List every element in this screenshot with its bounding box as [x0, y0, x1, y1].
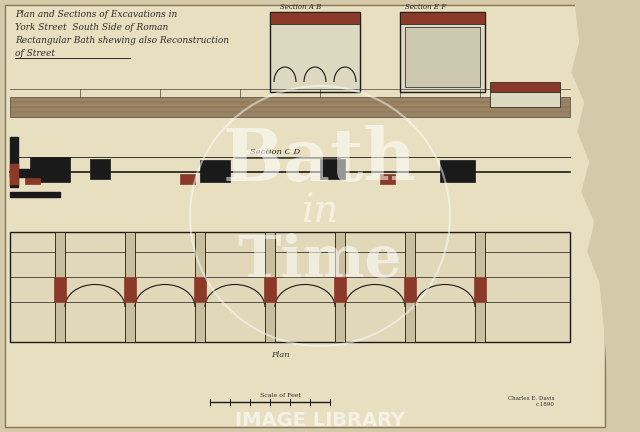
- Bar: [490, 92, 560, 107]
- Bar: [125, 232, 135, 342]
- Bar: [194, 277, 206, 302]
- Bar: [334, 277, 346, 302]
- Text: Scale of Feet: Scale of Feet: [260, 393, 300, 398]
- Bar: [90, 159, 110, 179]
- Text: Section E F: Section E F: [405, 3, 446, 11]
- Bar: [10, 232, 570, 342]
- Bar: [335, 232, 345, 342]
- Text: Bath: Bath: [223, 126, 417, 197]
- Bar: [270, 12, 360, 92]
- Bar: [400, 12, 485, 92]
- Text: Charles E. Davis
c.1890: Charles E. Davis c.1890: [509, 396, 555, 407]
- Text: Section A B: Section A B: [280, 3, 321, 11]
- Text: Time: Time: [237, 233, 403, 289]
- Bar: [124, 277, 136, 302]
- Bar: [10, 137, 18, 187]
- Bar: [405, 232, 415, 342]
- Bar: [404, 277, 416, 302]
- Bar: [440, 160, 475, 182]
- Bar: [195, 232, 205, 342]
- Text: IMAGE LIBRARY: IMAGE LIBRARY: [235, 410, 405, 429]
- Bar: [475, 232, 485, 342]
- Bar: [10, 97, 570, 117]
- Bar: [10, 169, 45, 177]
- Bar: [25, 174, 40, 184]
- Bar: [474, 277, 486, 302]
- Bar: [405, 27, 480, 87]
- Bar: [400, 12, 485, 24]
- Bar: [10, 192, 60, 197]
- Bar: [30, 157, 70, 182]
- Bar: [380, 174, 395, 184]
- Text: in: in: [301, 193, 339, 229]
- Text: Plan: Plan: [271, 351, 289, 359]
- Bar: [54, 277, 66, 302]
- Text: York Street  South Side of Roman: York Street South Side of Roman: [15, 23, 168, 32]
- Bar: [200, 160, 230, 182]
- Text: Plan and Sections of Excavations in: Plan and Sections of Excavations in: [15, 10, 177, 19]
- Bar: [55, 232, 65, 342]
- Bar: [10, 164, 18, 184]
- Bar: [490, 82, 560, 92]
- Bar: [265, 232, 275, 342]
- Text: Rectangular Bath shewing also Reconstruction: Rectangular Bath shewing also Reconstruc…: [15, 36, 229, 45]
- Bar: [270, 12, 360, 24]
- Bar: [320, 159, 345, 179]
- Text: Section C D: Section C D: [250, 148, 300, 156]
- Text: of Street: of Street: [15, 49, 55, 58]
- Bar: [264, 277, 276, 302]
- Bar: [180, 174, 195, 184]
